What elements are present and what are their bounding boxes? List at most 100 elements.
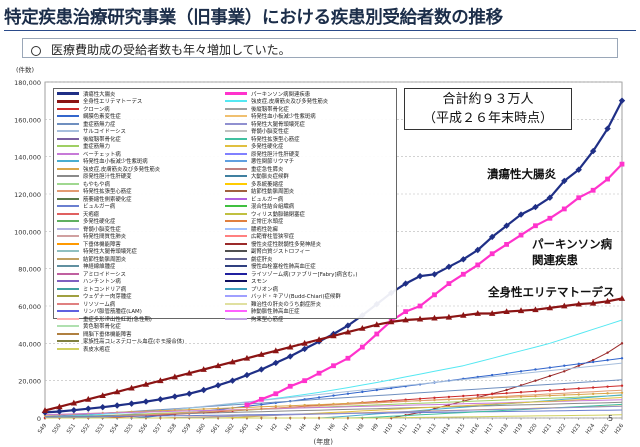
data-point [563, 393, 566, 397]
legend-swatch [225, 287, 247, 290]
subtitle-text: 医療費助成の受給者数も年々増加していた。 [51, 43, 291, 57]
data-point [517, 211, 525, 218]
legend-swatch [57, 130, 79, 133]
data-point [188, 408, 191, 411]
data-point [563, 370, 566, 373]
legend-swatch [225, 182, 247, 185]
data-point [229, 377, 236, 384]
legend-label: 多発性硬化症 [83, 219, 116, 225]
legend-swatch [57, 182, 79, 185]
data-point [361, 390, 364, 394]
x-tick-label: H3 [284, 422, 294, 432]
data-point [517, 307, 525, 314]
data-point [244, 402, 250, 408]
legend-entry: パーキンソン病関連疾患 [225, 90, 393, 98]
page-title: 特定疾患治療研究事業（旧事業）における疾患別受給者数の推移 [4, 8, 503, 28]
series-line [45, 389, 623, 419]
x-tick-label: H19 [513, 422, 525, 435]
data-point [620, 357, 624, 360]
legend-entry: 特発性拡張型心筋症 [57, 188, 225, 195]
data-point [505, 388, 508, 392]
legend-entry: バッド・キアリ(Budd-Chiari)症候群 [225, 293, 393, 300]
data-point [504, 242, 509, 247]
legend-swatch [57, 265, 79, 268]
legend-entry: 原発性胆汁性肝硬変 [57, 173, 225, 180]
data-point [99, 392, 106, 398]
data-point [548, 374, 552, 378]
data-point [417, 303, 423, 309]
data-point [490, 392, 494, 396]
legend-label: サルコイドーシス [83, 129, 126, 135]
legend-label: 潰瘍性大腸炎 [83, 91, 116, 98]
legend-entry: 結節性動脈周囲炎 [57, 255, 225, 263]
data-point [548, 366, 552, 369]
data-point [534, 394, 537, 398]
legend-entry: もやもや病 [57, 180, 225, 188]
legend-entry: 特発性大腿骨頭壊死症 [225, 120, 393, 128]
data-point [577, 364, 580, 367]
legend-swatch [225, 137, 247, 140]
data-point [563, 364, 566, 367]
data-point [287, 353, 294, 360]
legend-swatch [57, 332, 79, 335]
data-point [606, 351, 609, 354]
legend-swatch [57, 272, 79, 275]
callout-pd-line2: 関連疾患 [532, 253, 578, 267]
legend-entry: サルコイドーシス [57, 128, 225, 135]
data-point [620, 391, 624, 394]
legend-swatch [225, 130, 247, 133]
data-point [604, 297, 611, 304]
data-point [534, 379, 537, 382]
legend-label: 慢性炎症性脱髄性多発神経炎 [251, 241, 322, 248]
legend-swatch [225, 242, 247, 245]
data-point [214, 382, 222, 389]
y-tick-label: 40,000 [18, 340, 41, 348]
x-tick-label: H18 [498, 422, 510, 435]
legend-entry: 脊髄小脳変性症 [225, 128, 393, 135]
data-point [548, 389, 552, 392]
legend-swatch [225, 197, 247, 200]
legend-swatch [57, 347, 79, 350]
x-tick-label: S61 [210, 422, 221, 435]
page-number: 5 [608, 414, 614, 423]
legend-entry: 広範脊柱管狭窄症 [225, 233, 393, 240]
data-point [591, 392, 595, 396]
legend-swatch [57, 122, 79, 125]
legend-label: 広範脊柱管狭窄症 [251, 234, 295, 240]
legend-label: 混合性結合組織病 [251, 204, 295, 210]
data-point [503, 308, 510, 314]
legend-label: 悪性関節リウマチ [251, 159, 295, 165]
legend-entry: 特発性大腿骨頭壊死症 [57, 248, 225, 255]
legend-label: 重症筋無力 [83, 144, 110, 150]
legend-entry: 特発性血小板減少性紫斑病 [57, 158, 225, 165]
legend-swatch [225, 317, 247, 320]
data-point [287, 343, 294, 350]
data-point [577, 393, 580, 396]
legend-entry: 難治性の肝炎のうち劇症肝炎 [225, 300, 393, 308]
data-point [561, 177, 568, 185]
data-point [315, 336, 323, 342]
data-point [345, 355, 351, 361]
data-point [56, 408, 63, 415]
data-point [488, 310, 496, 316]
legend-swatch [57, 92, 79, 96]
legend-entry: 劇症肝炎 [225, 255, 393, 263]
legend-entry: ミトコンドリア病 [57, 285, 225, 293]
x-tick-label: S53 [95, 422, 106, 435]
legend-label: アミロイドーシス [83, 271, 126, 278]
series-line [44, 394, 623, 419]
legend-entry: 特発性拡張型心筋症 [225, 135, 393, 143]
data-point [446, 281, 452, 286]
legend-entry: 強皮症,皮膚筋炎及び多発性筋炎 [57, 165, 225, 173]
legend-entry: ビュルガー病 [225, 195, 393, 203]
legend-entry: 多発性硬化症 [57, 218, 225, 225]
legend-entry: リンパ脈管筋腫症(LAM) [57, 308, 225, 315]
legend-entry: 副腎白質ジストロフィー [225, 248, 393, 255]
legend-label: 重症多形滲出性紅斑(急性期) [83, 316, 152, 323]
legend-entry: 神経線維腫症 [57, 263, 225, 270]
series-line [45, 362, 623, 419]
legend-swatch [57, 340, 79, 343]
y-tick-label: 80,000 [18, 266, 41, 274]
legend-label: 神経線維腫症 [83, 264, 116, 270]
legend-swatch [225, 280, 247, 283]
